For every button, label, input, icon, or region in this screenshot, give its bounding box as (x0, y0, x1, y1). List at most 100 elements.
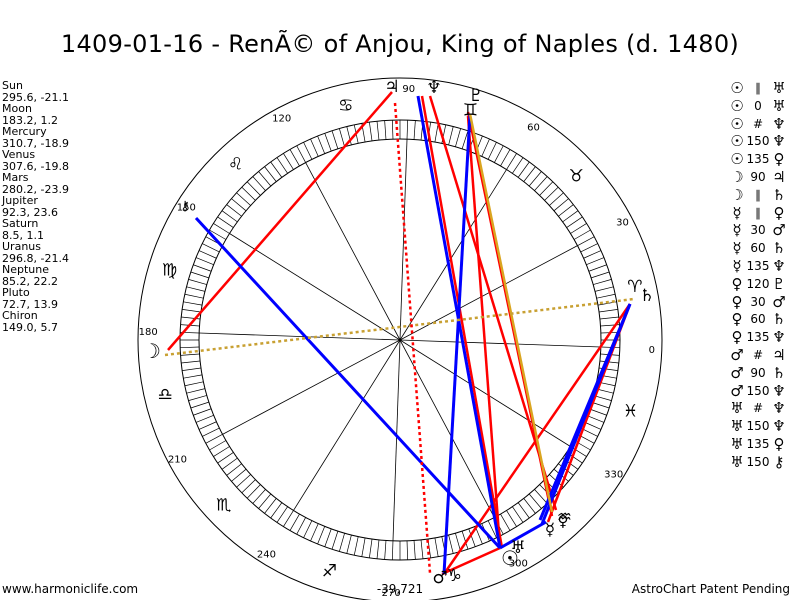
aspect-row: ☽ ∥ ♄ (728, 185, 800, 205)
aspect-row: ☿ 30 ♂ (728, 222, 800, 240)
degree-tick (512, 506, 524, 523)
degree-tick (226, 204, 242, 217)
zodiac-sign-glyph: ♏ (216, 495, 231, 515)
aspect-planet-a: ♀ (731, 292, 743, 311)
aspect-planet-a: ♀ (731, 274, 743, 293)
aspect-line (466, 115, 502, 549)
aspect-planet-b: ♇ (772, 274, 786, 293)
aspect-type: 90 (750, 365, 766, 380)
planet-entry-mars: Mars 280.2, -23.9 (2, 172, 122, 195)
neptune-glyph: ♆ (426, 78, 441, 98)
aspect-planet-a: ☽ (730, 167, 744, 186)
zodiac-sign-glyph: ♓ (623, 401, 638, 421)
house-spoke (399, 339, 495, 518)
degree-tick (599, 316, 619, 320)
degree-tick (544, 186, 559, 201)
aspect-row: ☉ 0 ♅ (728, 97, 800, 116)
planet-value: 307.6, -19.8 (2, 159, 69, 173)
aspect-row: ♂ # ♃ (728, 345, 800, 365)
degree-tick (324, 133, 332, 152)
aspect-row: ☽ 90 ♃ (728, 167, 800, 187)
jupiter-glyph: ♃ (384, 77, 399, 97)
degree-tick (420, 539, 424, 559)
aspect-row: ☉ # ♆ (728, 114, 800, 134)
aspect-planet-b: ♄ (772, 363, 786, 382)
degree-tick (598, 309, 618, 313)
degree-tick (586, 257, 605, 266)
aspect-planet-b: ♀ (773, 203, 785, 222)
degree-label: 90 (402, 84, 415, 95)
degree-tick (270, 161, 283, 178)
chart-title: 1409-01-16 - RenÃ© of Anjou, King of Nap… (60, 30, 740, 58)
aspect-planet-b: ♅ (772, 79, 786, 97)
aspect-planet-b: ♄ (772, 310, 786, 329)
degree-tick (231, 198, 247, 212)
planet-entry-jupiter: Jupiter 92.3, 23.6 (2, 195, 122, 218)
house-spoke (399, 339, 571, 447)
degree-tick (181, 316, 201, 320)
aspect-planet-a: ☉ (730, 114, 744, 133)
planet-entry-chiron: Chiron 149.0, 5.7 (2, 310, 122, 333)
wheel-labels: ♈ ♉ ♊ ♋ ♌ ♍ ♎ ♏ ♐ ♑ ♒ ♓ 0 30 60 90 120 150 180 210 240 270 300… (139, 84, 655, 599)
degree-tick (391, 540, 394, 560)
degree-tick (180, 353, 200, 356)
aspect-planet-a: ♅ (730, 452, 744, 471)
aspect-row: ♅ 150 ⚷ (728, 452, 800, 472)
degree-tick (593, 279, 612, 285)
degree-label: 30 (616, 218, 629, 229)
midheaven-axis-dotted (393, 102, 432, 574)
planet-value: 295.6, -21.1 (2, 90, 69, 104)
degree-label: 270 (382, 588, 401, 599)
degree-tick (573, 229, 591, 240)
aspect-line (538, 303, 632, 521)
aspect-line (420, 95, 504, 549)
aspect-planet-b: ♂ (772, 221, 786, 240)
planet-name: Chiron (2, 309, 38, 322)
aspect-row: ♀ 135 ♆ (728, 328, 800, 347)
degree-label: 120 (272, 113, 291, 124)
degree-tick (310, 138, 319, 157)
zodiac-sign-glyph: ♉ (569, 167, 584, 187)
degree-tick (317, 526, 326, 545)
degree-tick (181, 360, 201, 364)
degree-tick (570, 223, 587, 234)
degree-tick (461, 531, 469, 550)
degree-tick (562, 210, 579, 223)
degree-tick (369, 122, 373, 142)
aspect-list: ☉ ∥ ♅ ☉ 0 ♅ ☉ # ♆ ☉ 150 ♆ ☉ 135 ♀ ☽ 90 ♃ ☽ ∥ ♄ ☿ ∥ ♀ ☿ 30 ♂ ☿ 60 ♄ ☿ 13… (728, 79, 800, 472)
aspect-planet-b: ♄ (772, 239, 786, 258)
aspect-planet-b: ♆ (772, 381, 786, 400)
aspect-planet-b: ♃ (772, 345, 786, 364)
house-spoke (229, 233, 401, 341)
planet-entry-moon: Moon 183.2, 1.2 (2, 103, 122, 126)
aspect-planet-b: ♆ (772, 256, 786, 275)
degree-tick (226, 463, 242, 476)
degree-tick (487, 520, 497, 538)
planet-entry-mercury: Mercury 310.7, -18.9 (2, 126, 122, 149)
planet-value: 310.7, -18.9 (2, 136, 69, 150)
aspect-planet-a: ☽ (730, 185, 744, 204)
aspect-type: # (752, 401, 764, 416)
degree-tick (339, 533, 345, 552)
aspect-planet-b: ♂ (772, 292, 786, 311)
degree-tick (186, 388, 206, 394)
aspect-type: # (752, 347, 764, 362)
planet-entry-neptune: Neptune 85.2, 22.2 (2, 264, 122, 287)
aspect-type: 150 (746, 454, 770, 469)
degree-tick (221, 457, 238, 470)
zodiac-sign-glyph: ♋ (338, 96, 353, 116)
degree-tick (193, 264, 212, 272)
degree-tick (283, 153, 294, 170)
degree-tick (217, 216, 234, 228)
degree-tick (566, 216, 583, 228)
degree-tick (241, 479, 256, 494)
degree-tick (434, 537, 439, 557)
zodiac-sign-glyph: ♎ (158, 385, 173, 405)
aspect-row: ♅ # ♆ (728, 400, 800, 418)
pluto-glyph: ♇ (468, 86, 483, 106)
sun-glyph: ☉ (501, 546, 519, 570)
aspect-planet-a: ♅ (730, 434, 744, 453)
degree-tick (264, 498, 277, 514)
aspect-type: 135 (746, 436, 770, 451)
